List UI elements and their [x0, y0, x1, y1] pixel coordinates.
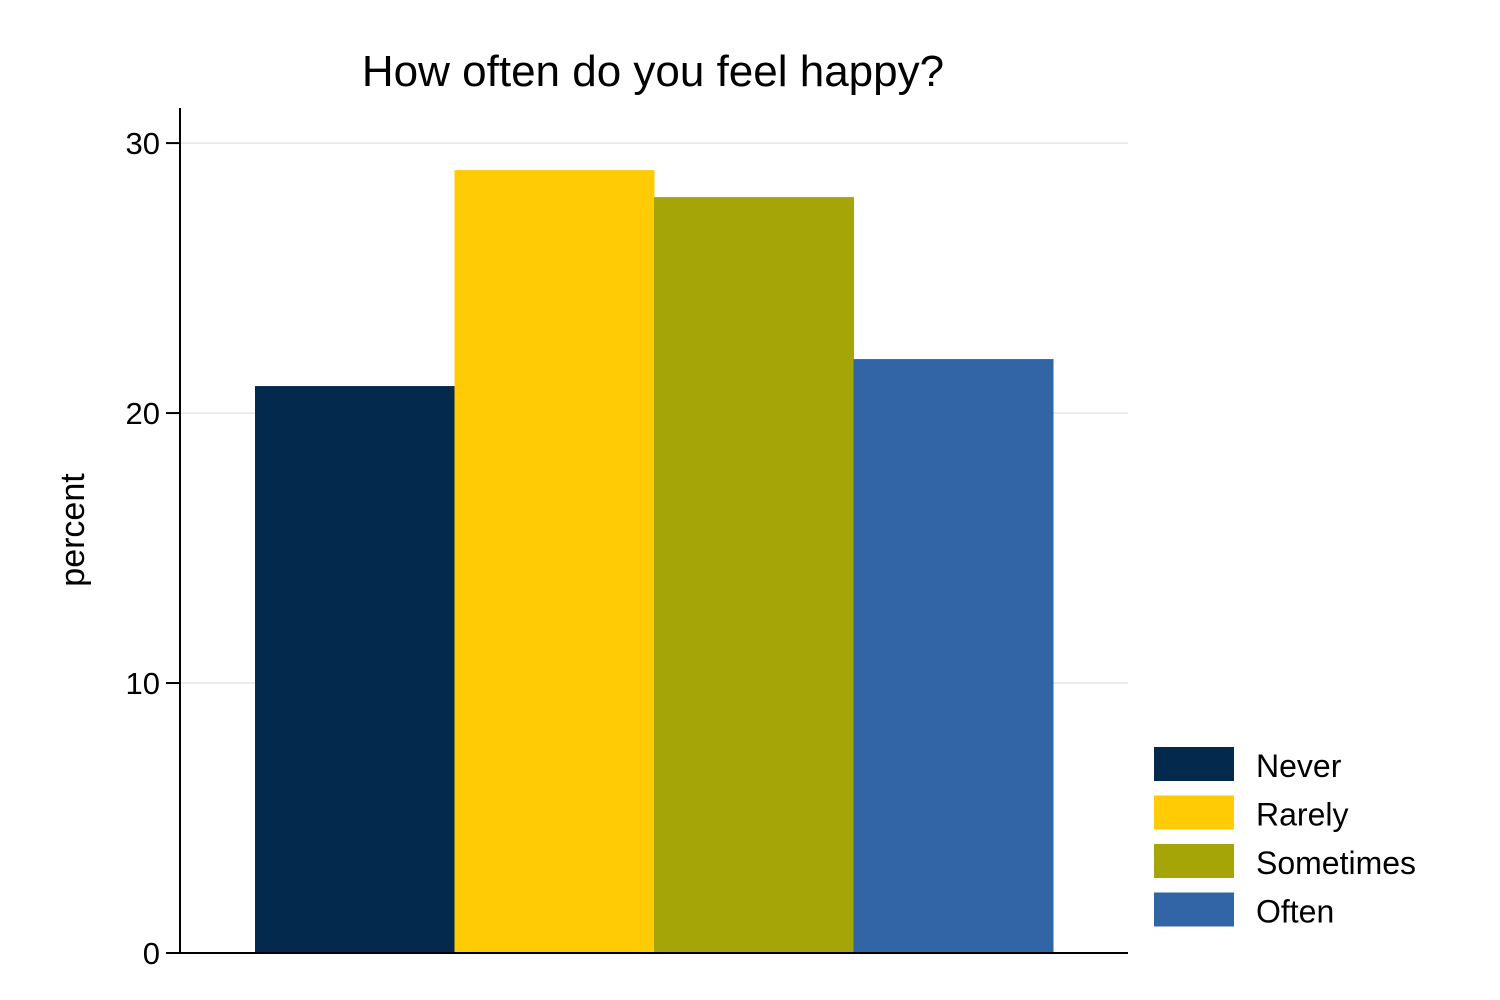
legend-label-often: Often: [1256, 894, 1334, 930]
legend-label-never: Never: [1256, 748, 1342, 784]
bar-never: [255, 386, 455, 953]
bar-often: [853, 359, 1054, 953]
y-tick-label: 0: [143, 936, 160, 971]
y-axis-label: percent: [54, 473, 92, 587]
legend-label-rarely: Rarely: [1256, 797, 1348, 833]
legend-label-sometimes: Sometimes: [1256, 845, 1416, 881]
bar-sometimes: [654, 197, 854, 953]
legend-swatch-often: [1154, 892, 1234, 927]
legend-swatch-sometimes: [1154, 844, 1234, 878]
chart-title: How often do you feel happy?: [362, 47, 944, 96]
bars: [255, 170, 1054, 953]
y-tick-label: 20: [126, 396, 160, 431]
legend: Never Rarely Sometimes Often: [1154, 747, 1416, 930]
y-tick-label: 10: [126, 666, 160, 701]
legend-swatch-rarely: [1154, 795, 1234, 830]
bar-rarely: [454, 170, 655, 953]
legend-swatch-never: [1154, 747, 1234, 781]
y-tick-label: 30: [126, 126, 160, 161]
y-axis: 0 10 20 30: [126, 108, 181, 971]
